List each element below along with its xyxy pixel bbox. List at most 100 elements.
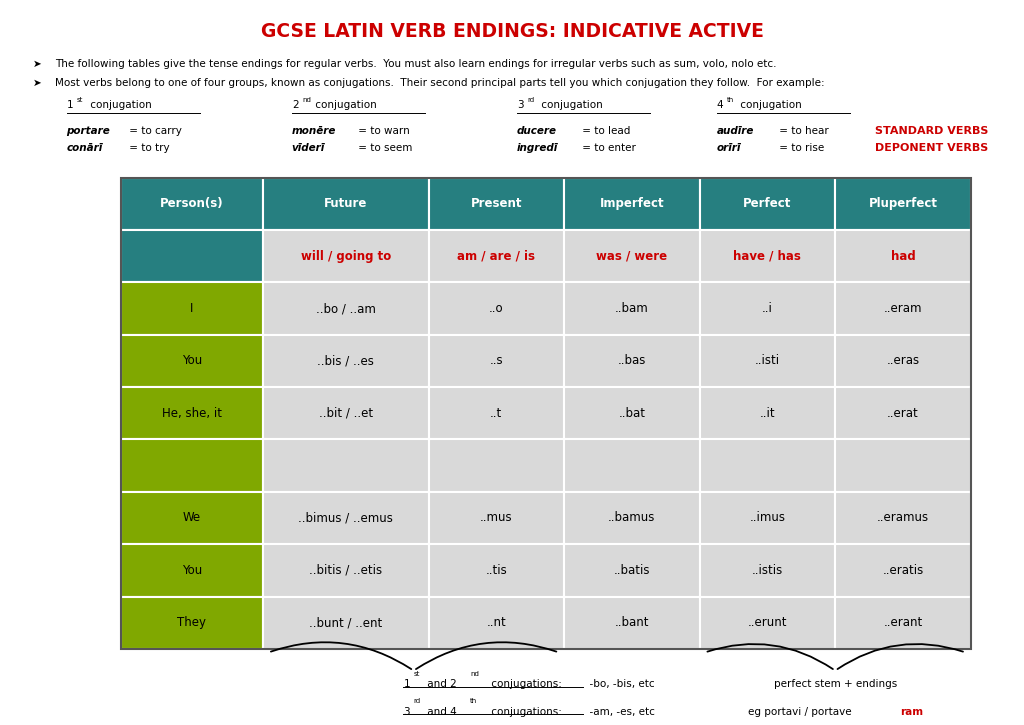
FancyBboxPatch shape xyxy=(121,387,263,439)
Text: ..t: ..t xyxy=(490,407,503,420)
Text: ..bat: ..bat xyxy=(618,407,645,420)
Text: ..nt: ..nt xyxy=(486,616,506,629)
Text: 1: 1 xyxy=(403,679,410,689)
Text: conjugation: conjugation xyxy=(87,100,152,110)
FancyBboxPatch shape xyxy=(121,544,263,597)
Text: = to warn: = to warn xyxy=(355,125,410,136)
Text: th: th xyxy=(727,97,734,103)
Text: The following tables give the tense endings for regular verbs.  You must also le: The following tables give the tense endi… xyxy=(55,59,777,69)
Text: = to lead: = to lead xyxy=(579,125,630,136)
FancyBboxPatch shape xyxy=(699,282,836,335)
FancyBboxPatch shape xyxy=(564,178,699,230)
FancyBboxPatch shape xyxy=(836,282,971,335)
FancyBboxPatch shape xyxy=(699,597,836,649)
Text: ..bit / ..et: ..bit / ..et xyxy=(318,407,373,420)
FancyBboxPatch shape xyxy=(263,335,428,387)
FancyBboxPatch shape xyxy=(121,492,263,544)
FancyBboxPatch shape xyxy=(428,544,564,597)
Text: conārī: conārī xyxy=(67,143,102,153)
Text: = to rise: = to rise xyxy=(776,143,824,153)
Text: was / were: was / were xyxy=(596,249,668,262)
Text: ..eratis: ..eratis xyxy=(883,564,924,577)
Text: conjugations:: conjugations: xyxy=(488,679,562,689)
FancyBboxPatch shape xyxy=(564,597,699,649)
Text: You: You xyxy=(182,564,202,577)
Text: ..bimus / ..emus: ..bimus / ..emus xyxy=(298,511,393,524)
Text: ..bam: ..bam xyxy=(615,302,649,315)
Text: 3: 3 xyxy=(517,100,523,110)
Text: Pluperfect: Pluperfect xyxy=(868,197,938,210)
Text: DEPONENT VERBS: DEPONENT VERBS xyxy=(874,143,988,153)
Text: He, she, it: He, she, it xyxy=(162,407,222,420)
Text: ..it: ..it xyxy=(760,407,775,420)
FancyBboxPatch shape xyxy=(428,230,564,282)
Text: ..bitis / ..etis: ..bitis / ..etis xyxy=(309,564,382,577)
Text: eg portavi / portave: eg portavi / portave xyxy=(749,707,852,717)
Text: nd: nd xyxy=(470,671,479,676)
Text: = to try: = to try xyxy=(126,143,170,153)
FancyBboxPatch shape xyxy=(836,544,971,597)
Text: ..erat: ..erat xyxy=(887,407,919,420)
Text: STANDARD VERBS: STANDARD VERBS xyxy=(874,125,988,136)
Text: had: had xyxy=(891,249,915,262)
FancyBboxPatch shape xyxy=(836,230,971,282)
Text: vīderī: vīderī xyxy=(292,143,325,153)
Text: conjugation: conjugation xyxy=(312,100,377,110)
Text: and 2: and 2 xyxy=(424,679,457,689)
Text: ..istis: ..istis xyxy=(752,564,783,577)
FancyBboxPatch shape xyxy=(428,387,564,439)
FancyBboxPatch shape xyxy=(564,335,699,387)
FancyBboxPatch shape xyxy=(564,387,699,439)
Text: -bo, -bis, etc: -bo, -bis, etc xyxy=(583,679,654,689)
FancyBboxPatch shape xyxy=(699,439,836,492)
Text: conjugation: conjugation xyxy=(538,100,602,110)
FancyBboxPatch shape xyxy=(263,439,428,492)
FancyBboxPatch shape xyxy=(836,439,971,492)
FancyBboxPatch shape xyxy=(836,387,971,439)
FancyBboxPatch shape xyxy=(564,544,699,597)
Text: portare: portare xyxy=(67,125,111,136)
Text: ..bis / ..es: ..bis / ..es xyxy=(317,355,375,368)
Text: ..o: ..o xyxy=(489,302,504,315)
Text: ..erant: ..erant xyxy=(884,616,923,629)
Text: th: th xyxy=(470,698,477,704)
FancyBboxPatch shape xyxy=(428,439,564,492)
FancyBboxPatch shape xyxy=(263,544,428,597)
Text: ..s: ..s xyxy=(489,355,503,368)
Text: st: st xyxy=(414,671,420,676)
FancyBboxPatch shape xyxy=(121,178,263,230)
Text: rd: rd xyxy=(527,97,535,103)
FancyBboxPatch shape xyxy=(699,387,836,439)
FancyBboxPatch shape xyxy=(836,335,971,387)
Text: am / are / is: am / are / is xyxy=(458,249,536,262)
FancyBboxPatch shape xyxy=(263,230,428,282)
FancyBboxPatch shape xyxy=(699,544,836,597)
Text: 2: 2 xyxy=(292,100,298,110)
Text: ..erunt: ..erunt xyxy=(748,616,787,629)
FancyBboxPatch shape xyxy=(263,597,428,649)
Text: ram: ram xyxy=(900,707,923,717)
Text: ..i: ..i xyxy=(762,302,773,315)
FancyBboxPatch shape xyxy=(428,282,564,335)
Text: ..bamus: ..bamus xyxy=(608,511,655,524)
Text: have / has: have / has xyxy=(733,249,802,262)
Text: Imperfect: Imperfect xyxy=(600,197,665,210)
FancyBboxPatch shape xyxy=(428,178,564,230)
Text: ..bunt / ..ent: ..bunt / ..ent xyxy=(309,616,383,629)
FancyBboxPatch shape xyxy=(699,492,836,544)
Text: ducere: ducere xyxy=(517,125,557,136)
Text: You: You xyxy=(182,355,202,368)
Text: They: They xyxy=(177,616,207,629)
FancyBboxPatch shape xyxy=(121,282,263,335)
Text: will / going to: will / going to xyxy=(301,249,391,262)
FancyBboxPatch shape xyxy=(836,597,971,649)
Text: conjugation: conjugation xyxy=(737,100,802,110)
Text: = to carry: = to carry xyxy=(126,125,182,136)
Text: 1: 1 xyxy=(67,100,73,110)
FancyBboxPatch shape xyxy=(699,335,836,387)
FancyBboxPatch shape xyxy=(263,387,428,439)
FancyBboxPatch shape xyxy=(263,282,428,335)
Text: orīrī: orīrī xyxy=(717,143,741,153)
Text: and 4: and 4 xyxy=(424,707,457,717)
FancyBboxPatch shape xyxy=(121,335,263,387)
